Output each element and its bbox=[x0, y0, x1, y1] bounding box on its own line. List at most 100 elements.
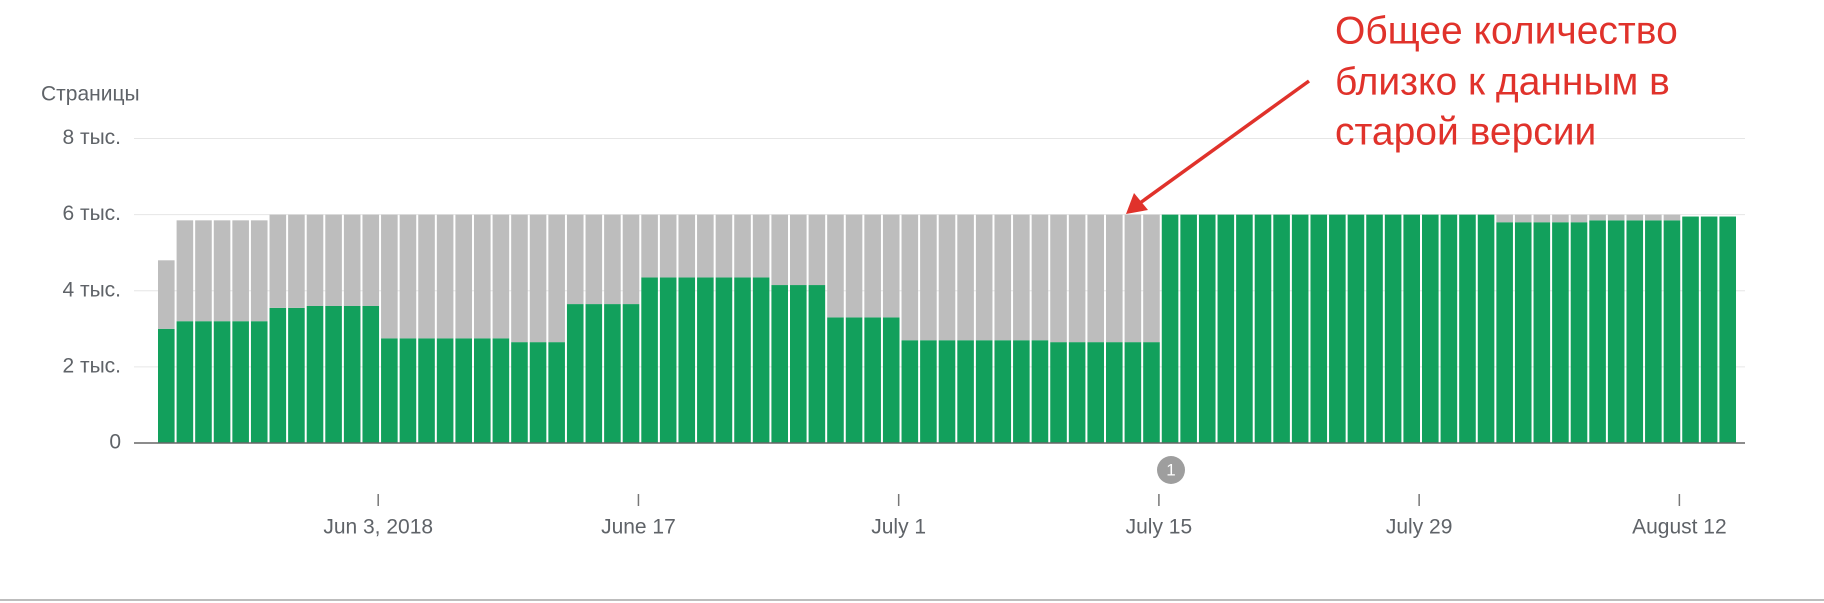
bar-segment bbox=[1198, 214, 1216, 443]
bar-segment bbox=[325, 305, 342, 443]
bar-segment bbox=[920, 214, 937, 341]
bar-segment bbox=[436, 214, 454, 339]
bar-segment bbox=[1254, 214, 1272, 443]
bar-segment bbox=[511, 214, 528, 343]
y-axis-title: Страницы bbox=[41, 83, 140, 106]
bar-segment bbox=[269, 214, 287, 308]
event-marker-label[interactable]: 1 bbox=[1166, 460, 1175, 479]
bar-segment bbox=[994, 214, 1012, 341]
annotation-line: близко к данным в bbox=[1335, 60, 1670, 103]
x-tick-label: July 29 bbox=[1386, 516, 1453, 539]
bar-segment bbox=[585, 304, 603, 443]
bar-segment bbox=[1124, 342, 1142, 443]
bar-segment bbox=[771, 285, 788, 443]
bar-segment bbox=[659, 277, 677, 443]
bar-segment bbox=[1663, 214, 1681, 221]
bar-segment bbox=[1403, 214, 1420, 443]
event-marker[interactable] bbox=[1157, 456, 1185, 484]
bar-segment bbox=[1106, 214, 1123, 343]
bar-segment bbox=[845, 214, 863, 318]
bar-segment bbox=[213, 321, 231, 443]
y-tick-label: 2 тыс. bbox=[62, 354, 121, 377]
bar-segment bbox=[1626, 220, 1644, 443]
bar-segment bbox=[1310, 214, 1328, 443]
bar-segment bbox=[1645, 214, 1662, 221]
bar-segment bbox=[1050, 214, 1067, 343]
bar-segment bbox=[158, 260, 175, 329]
bar-segment bbox=[1626, 214, 1644, 221]
bar-segment bbox=[418, 214, 435, 339]
bar-segment bbox=[641, 277, 658, 443]
y-tick-label: 0 bbox=[109, 431, 121, 454]
bar-segment bbox=[325, 214, 342, 306]
bar-segment bbox=[1514, 222, 1532, 443]
bar-segment bbox=[641, 214, 658, 278]
bar-segment bbox=[492, 214, 510, 339]
bar-segment bbox=[1645, 220, 1662, 443]
bar-segment bbox=[1552, 222, 1569, 443]
bar-segment bbox=[715, 277, 733, 443]
bar-segment bbox=[529, 342, 547, 443]
bar-segment bbox=[306, 214, 324, 306]
bar-segment bbox=[808, 285, 826, 443]
bar-segment bbox=[1533, 214, 1551, 223]
bar-segment bbox=[213, 220, 231, 322]
bar-segment bbox=[1087, 342, 1104, 443]
bar-segment bbox=[1719, 216, 1736, 443]
x-tick-label: June 17 bbox=[601, 516, 676, 539]
bar-segment bbox=[511, 342, 528, 443]
bar-segment bbox=[399, 214, 417, 339]
bar-segment bbox=[566, 304, 584, 443]
bar-segment bbox=[362, 214, 380, 306]
bar-segment bbox=[250, 220, 268, 322]
bar-segment bbox=[901, 214, 919, 341]
bar-segment bbox=[269, 307, 287, 443]
bar-segment bbox=[548, 342, 565, 443]
bar-segment bbox=[845, 317, 863, 443]
bar-segment bbox=[1607, 220, 1625, 443]
arrow-head bbox=[1126, 193, 1148, 214]
bar-segment bbox=[1552, 214, 1569, 223]
bar-segment bbox=[585, 214, 603, 305]
bar-segment bbox=[1291, 214, 1309, 443]
bar-segment bbox=[1180, 214, 1197, 443]
bar-segment bbox=[771, 214, 788, 286]
x-tick-label: Jun 3, 2018 bbox=[323, 516, 433, 539]
bar-segment bbox=[1663, 220, 1681, 443]
bar-segment bbox=[957, 340, 974, 443]
bar-segment bbox=[492, 338, 510, 443]
annotation-arrow bbox=[1138, 79, 1311, 205]
bar-segment bbox=[734, 277, 751, 443]
bar-segment bbox=[1459, 214, 1476, 443]
bar-segment bbox=[752, 277, 770, 443]
bar-segment bbox=[604, 214, 621, 305]
bar-segment bbox=[1217, 214, 1235, 443]
bar-segment bbox=[1050, 342, 1067, 443]
bar-segment bbox=[1533, 222, 1551, 443]
bar-segment bbox=[288, 214, 305, 308]
bar-segment bbox=[418, 338, 435, 443]
bar-segment bbox=[1514, 214, 1532, 223]
bar-segment bbox=[1068, 342, 1086, 443]
bar-segment bbox=[1607, 214, 1625, 221]
bar-segment bbox=[882, 214, 900, 318]
bar-segment bbox=[920, 340, 937, 443]
bar-segment bbox=[232, 321, 249, 443]
bar-segment bbox=[455, 214, 472, 339]
bar-segment bbox=[864, 317, 881, 443]
bar-segment bbox=[1013, 214, 1030, 341]
x-tick-label: August 12 bbox=[1632, 516, 1727, 539]
bar-segment bbox=[195, 220, 212, 322]
bar-segment bbox=[1031, 214, 1049, 341]
bar-segment bbox=[622, 214, 640, 305]
bar-segment bbox=[288, 307, 305, 443]
x-tick-label: July 15 bbox=[1126, 516, 1193, 539]
y-tick-label: 8 тыс. bbox=[62, 126, 121, 149]
bar-segment bbox=[1440, 214, 1458, 443]
bar-segment bbox=[1347, 214, 1365, 443]
bar-segment bbox=[1031, 340, 1049, 443]
bar-segment bbox=[734, 214, 751, 278]
bar-segment bbox=[697, 214, 714, 278]
